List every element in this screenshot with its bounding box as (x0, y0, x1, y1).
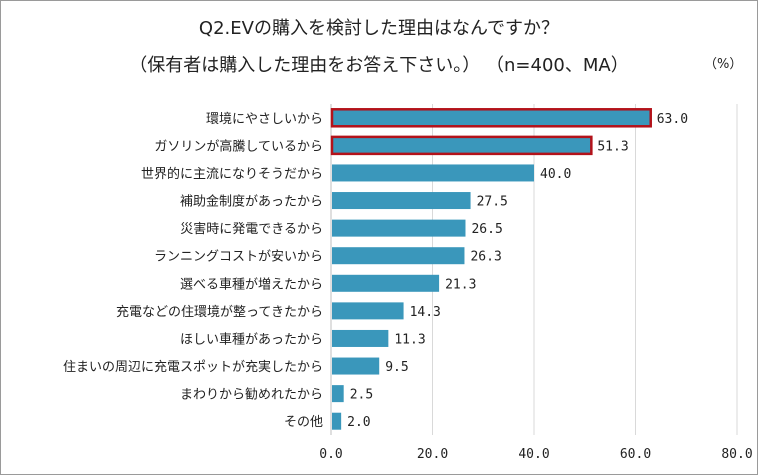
x-tick-label: 60.0 (620, 447, 651, 462)
category-label: 環境にやさしいから (206, 112, 323, 127)
bar (332, 164, 534, 182)
x-tick-label: 80.0 (721, 447, 752, 462)
bar (332, 357, 380, 375)
labels: 0.0 20.0 40.0 60.0 80.0 環境にやさしいから 63.0 ガソリンが高騰し… (63, 112, 753, 462)
category-label: 充電などの住環境が整ってきたから (116, 304, 323, 320)
category-label: 住まいの周辺に充電スポットが充実したから (63, 359, 323, 375)
category-label: その他 (284, 415, 323, 430)
data-label: 11.3 (394, 332, 425, 347)
bar (332, 192, 471, 210)
x-tick-label: 40.0 (518, 447, 549, 462)
category-label: まわりから勧めれたから (180, 387, 323, 403)
data-label: 26.5 (471, 222, 502, 237)
category-label: 補助金制度があったから (180, 194, 323, 210)
unit-label: （%） (704, 57, 743, 72)
x-tick-label: 20.0 (417, 447, 448, 462)
data-label: 51.3 (597, 139, 628, 154)
bar (330, 135, 593, 156)
data-label: 27.5 (477, 195, 508, 210)
data-label: 2.0 (347, 415, 370, 430)
data-label: 2.5 (350, 388, 373, 403)
category-label: ランニングコストが安いから (154, 250, 323, 265)
category-label: ガソリンが高騰しているから (154, 138, 323, 154)
chart-title: Q2.EVの購入を検討した理由はなんですか？ (198, 18, 560, 39)
category-label: 選べる車種が増えたから (180, 276, 323, 292)
data-label: 21.3 (445, 277, 476, 292)
data-label: 40.0 (540, 167, 571, 182)
category-label: ほしい車種があったから (180, 331, 323, 347)
category-label: 世界的に主流になりそうだから (141, 166, 323, 182)
grid-lines (432, 104, 738, 435)
bar (332, 385, 344, 403)
bar (332, 302, 404, 320)
bar (332, 274, 440, 292)
chart-subtitle: （保有者は購入した理由をお答え下さい。） （n=400、MA） (129, 55, 629, 76)
data-label: 63.0 (657, 112, 688, 127)
data-label: 14.3 (410, 305, 441, 320)
data-label: 26.3 (470, 250, 501, 265)
category-label: 災害時に発電できるから (180, 221, 323, 237)
bar (330, 108, 652, 128)
x-tick-label: 0.0 (319, 447, 342, 462)
bar (332, 219, 466, 237)
data-label: 9.5 (385, 360, 408, 375)
bar (332, 412, 342, 430)
bar (332, 329, 389, 347)
bars (330, 108, 652, 430)
bar (332, 247, 465, 265)
